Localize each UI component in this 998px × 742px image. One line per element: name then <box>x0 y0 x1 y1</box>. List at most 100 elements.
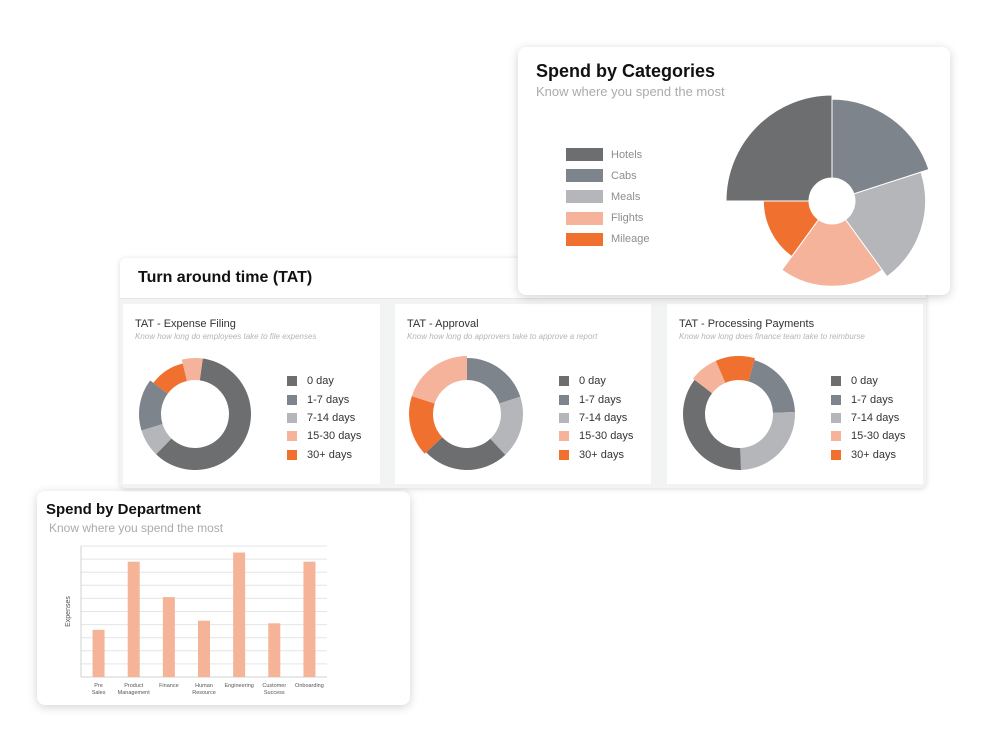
legend-item-mileage: Mileage <box>566 229 650 250</box>
x-tick-label: Human <box>195 683 213 689</box>
slice-meals[interactable] <box>844 171 927 278</box>
legend-item-1-7-days: 1-7 days <box>287 390 361 408</box>
bar-engineering[interactable] <box>233 552 246 677</box>
bar-human-resource[interactable] <box>198 620 210 677</box>
legend-swatch <box>559 431 569 442</box>
legend-label: 0 day <box>851 375 878 388</box>
legend-item-hotels: Hotels <box>566 144 650 165</box>
y-axis-label: Expenses <box>65 596 72 627</box>
legend-label: Cabs <box>611 169 637 182</box>
slice-1-7-days[interactable] <box>467 358 521 404</box>
panel-subtitle: Know how long do approvers take to appro… <box>407 332 598 341</box>
legend-item-15-30-days: 15-30 days <box>831 427 905 445</box>
legend-item-0-day: 0 day <box>559 372 633 390</box>
legend-swatch <box>566 169 603 183</box>
chart-legend: 0 day 1-7 days 7-14 days 15-30 days 30+ days <box>559 372 633 464</box>
tat-panel-processing-payments: TAT - Processing Payments Know how long … <box>667 304 923 484</box>
polar-area-chart <box>725 94 930 287</box>
x-tick-label: Management <box>118 690 151 696</box>
legend-label: 1-7 days <box>851 393 894 406</box>
panel-title: TAT - Processing Payments <box>679 318 815 330</box>
bar-finance[interactable] <box>162 597 175 677</box>
x-tick-label: Pre <box>94 683 103 689</box>
legend-swatch <box>831 412 841 423</box>
legend-label: 7-14 days <box>851 411 900 424</box>
legend-swatch <box>831 394 841 405</box>
donut-chart <box>409 356 523 470</box>
legend-item-30-days: 30+ days <box>287 446 361 464</box>
legend-label: 1-7 days <box>579 393 622 406</box>
panel-title: TAT - Approval <box>407 318 479 330</box>
legend-item-15-30-days: 15-30 days <box>559 427 633 445</box>
slice-30-days[interactable] <box>715 356 755 383</box>
legend-swatch <box>559 449 569 460</box>
legend-item-cabs: Cabs <box>566 165 650 186</box>
card-subtitle: Know where you spend the most <box>536 84 725 99</box>
legend-label: 30+ days <box>851 448 896 461</box>
slice-mileage[interactable] <box>762 200 820 258</box>
x-tick-label: Product <box>124 683 143 689</box>
tat-panel-approval: TAT - Approval Know how long do approver… <box>395 304 651 484</box>
bar-product-management[interactable] <box>127 561 140 677</box>
donut-chart <box>683 356 795 470</box>
spend-by-department-card: Spend by Department Know where you spend… <box>37 491 410 705</box>
legend-item-0-day: 0 day <box>287 372 361 390</box>
donut-chart <box>139 358 251 470</box>
grid-lines <box>81 545 327 678</box>
x-tick-label: Resource <box>192 690 216 696</box>
bar-customer-success[interactable] <box>268 623 281 677</box>
slice-0-day[interactable] <box>426 437 506 470</box>
spend-by-categories-card: Spend by Categories Know where you spend… <box>518 47 950 295</box>
slice-cabs[interactable] <box>831 98 930 195</box>
legend-swatch <box>287 412 297 423</box>
legend-label: Meals <box>611 190 641 203</box>
x-tick-label: Onboarding <box>295 683 324 689</box>
card-title: Spend by Categories <box>536 61 716 81</box>
legend-label: 7-14 days <box>579 411 628 424</box>
legend-label: Mileage <box>611 233 650 246</box>
legend-item-0-day: 0 day <box>831 372 905 390</box>
legend-item-1-7-days: 1-7 days <box>559 390 633 408</box>
legend-swatch <box>559 394 569 405</box>
legend-item-flights: Flights <box>566 208 650 229</box>
legend-swatch <box>831 431 841 442</box>
legend-swatch <box>566 190 603 204</box>
slice-30-days[interactable] <box>409 396 443 454</box>
x-tick-label: Finance <box>159 683 179 689</box>
chart-legend: Hotels Cabs Meals Flights Mileage <box>566 144 650 250</box>
slice-15-30-days[interactable] <box>411 356 467 404</box>
x-tick-label: Customer <box>262 683 286 689</box>
slice-7-14-days[interactable] <box>490 396 523 455</box>
legend-label: 30+ days <box>307 448 352 461</box>
slice-1-7-days[interactable] <box>139 380 168 431</box>
slice-7-14-days[interactable] <box>740 412 795 470</box>
legend-swatch <box>831 376 841 387</box>
bar-pre-sales[interactable] <box>92 629 105 677</box>
card-title: Turn around time (TAT) <box>138 269 313 286</box>
bar-onboarding[interactable] <box>303 561 316 677</box>
slice-15-30-days[interactable] <box>181 358 203 381</box>
card-subtitle: Know where you spend the most <box>49 521 224 535</box>
slice-1-7-days[interactable] <box>748 360 795 413</box>
slice-7-14-days[interactable] <box>141 424 172 455</box>
legend-swatch <box>831 449 841 460</box>
legend-item-15-30-days: 15-30 days <box>287 427 361 445</box>
slice-0-day[interactable] <box>156 358 251 470</box>
legend-swatch <box>287 376 297 387</box>
card-title: Spend by Department <box>46 501 202 518</box>
legend-item-1-7-days: 1-7 days <box>831 390 905 408</box>
slice-hotels[interactable] <box>725 94 833 202</box>
legend-swatch <box>287 449 297 460</box>
legend-label: 15-30 days <box>579 430 634 443</box>
legend-swatch <box>566 232 603 246</box>
slice-30-days[interactable] <box>153 363 188 394</box>
legend-label: 1-7 days <box>307 393 350 406</box>
legend-label: 15-30 days <box>307 430 362 443</box>
slice-0-day[interactable] <box>683 379 741 470</box>
legend-label: 15-30 days <box>851 430 906 443</box>
slice-15-30-days[interactable] <box>693 360 726 394</box>
legend-swatch <box>287 431 297 442</box>
legend-swatch <box>559 376 569 387</box>
legend-label: Hotels <box>611 148 643 161</box>
